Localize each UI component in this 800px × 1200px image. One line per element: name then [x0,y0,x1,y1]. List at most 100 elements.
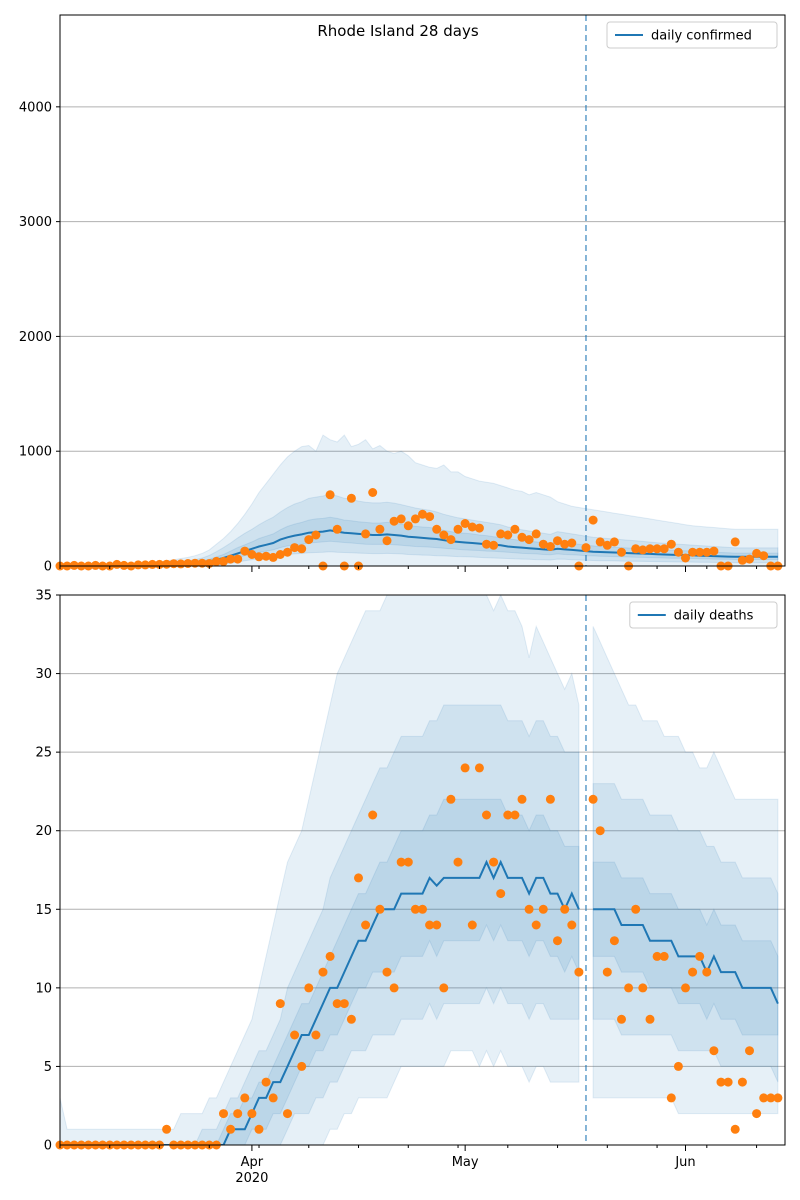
x-tick-sublabel: 2020 [235,1171,268,1186]
uncertainty-band-middle [60,704,580,1145]
observed-point [453,524,463,534]
observed-point [560,904,570,914]
observed-point [489,857,499,867]
observed-point [560,539,570,549]
legend-box [629,601,778,629]
observed-point [553,536,562,546]
observed-point [595,826,605,836]
observed-point [709,546,719,556]
observed-point [602,540,612,550]
observed-point [325,951,335,961]
observed-point [716,1077,726,1087]
observed-point [396,514,406,524]
y-tick-label: 35 [35,589,52,604]
observed-point [140,560,150,570]
observed-point [155,559,164,569]
observed-point [290,1030,300,1040]
observed-point [283,1109,292,1119]
observed-point [517,794,527,804]
y-tick-label: 3000 [19,215,52,230]
observed-point [226,554,236,564]
y-tick-label: 10 [35,981,52,996]
observed-point [567,920,577,930]
observed-point [389,516,399,526]
observed-point [545,794,555,804]
observed-point [666,1093,676,1103]
observed-point [645,544,655,554]
observed-point [581,543,591,553]
observed-point [730,537,740,547]
y-tick-label: 1000 [19,445,52,460]
legend-label: daily deaths [674,609,754,624]
observed-point [474,523,484,533]
observed-point [503,530,513,540]
observed-point [432,524,442,534]
observed-point [489,540,499,550]
observed-point [403,521,413,531]
observed-point [275,999,285,1009]
observed-point [545,542,555,551]
observed-point [482,539,491,549]
observed-point [467,522,477,532]
observed-point [432,920,442,930]
y-tick-label: 5 [44,1060,52,1075]
y-tick-label: 2000 [19,330,52,345]
axes-frame [59,14,786,567]
uncertainty-band-middle [592,783,779,1083]
observed-point [361,529,371,539]
observed-point [275,550,285,559]
y-tick-label: 25 [35,746,52,761]
observed-point [609,936,619,946]
observed-point [69,560,79,570]
observed-point [681,983,690,993]
observed-point [425,920,435,930]
observed-point [261,551,271,561]
uncertainty-band-inner [592,861,779,1036]
observed-point [233,554,243,564]
y-tick-label: 15 [35,903,52,918]
observed-point [652,544,662,554]
observed-point [688,967,698,977]
x-tick-label: May [452,1155,479,1170]
observed-point [624,983,634,993]
observed-point [354,873,363,883]
observed-point [268,552,278,562]
observed-point [531,529,541,539]
observed-point [460,763,470,773]
observed-point [211,556,221,566]
observed-point [695,547,705,557]
observed-point [695,951,705,961]
observed-point [382,967,392,977]
observed-point [681,553,690,563]
observed-point [396,857,406,867]
observed-point [219,556,228,566]
observed-point [510,524,520,534]
observed-point [410,904,420,914]
y-tick-label: 0 [44,560,52,575]
observed-point [439,530,449,540]
observed-point [482,810,491,820]
observed-point [737,1077,747,1087]
observed-point [418,509,427,519]
observed-point [503,810,513,820]
observed-point [773,1093,783,1103]
observed-point [524,904,534,914]
observed-point [268,1093,278,1103]
observed-point [752,548,762,558]
observed-point [702,967,712,977]
observed-point [339,999,349,1009]
observed-point [617,1014,626,1024]
observed-point [702,547,712,557]
axes-frame [59,594,786,1146]
observed-point [346,1014,356,1024]
observed-point [247,1109,257,1119]
observed-point [595,537,605,547]
observed-point [752,1109,762,1119]
observed-point [673,1061,683,1071]
uncertainty-band-outer [60,595,580,1145]
observed-point [368,810,378,820]
observed-point [297,544,307,554]
observed-point [147,559,157,569]
